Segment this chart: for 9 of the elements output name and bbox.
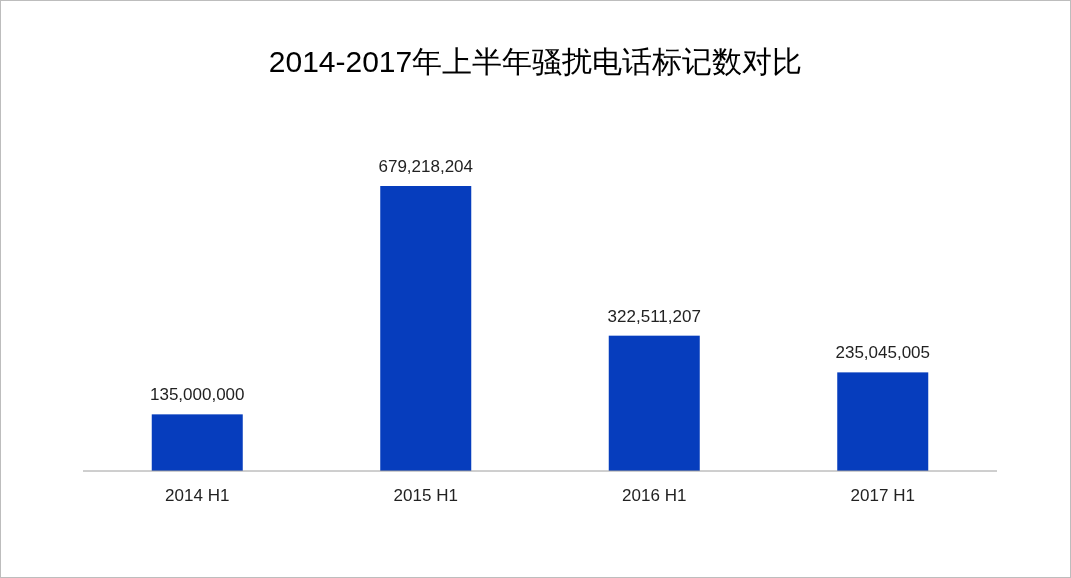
data-label: 322,511,207	[607, 306, 701, 326]
data-label: 135,000,000	[149, 385, 245, 405]
data-label: 235,045,005	[835, 343, 931, 363]
title: 2014-2017年上半年骚扰电话标记数对比	[268, 45, 803, 78]
x-tick-label: 2016 H1	[622, 486, 687, 505]
x-tick-label: 2017 H1	[850, 486, 915, 505]
x-tick-label: 2015 H1	[393, 486, 458, 505]
data-label: 679,218,204	[378, 157, 474, 176]
x-tick-label: 2014 H1	[165, 486, 230, 505]
